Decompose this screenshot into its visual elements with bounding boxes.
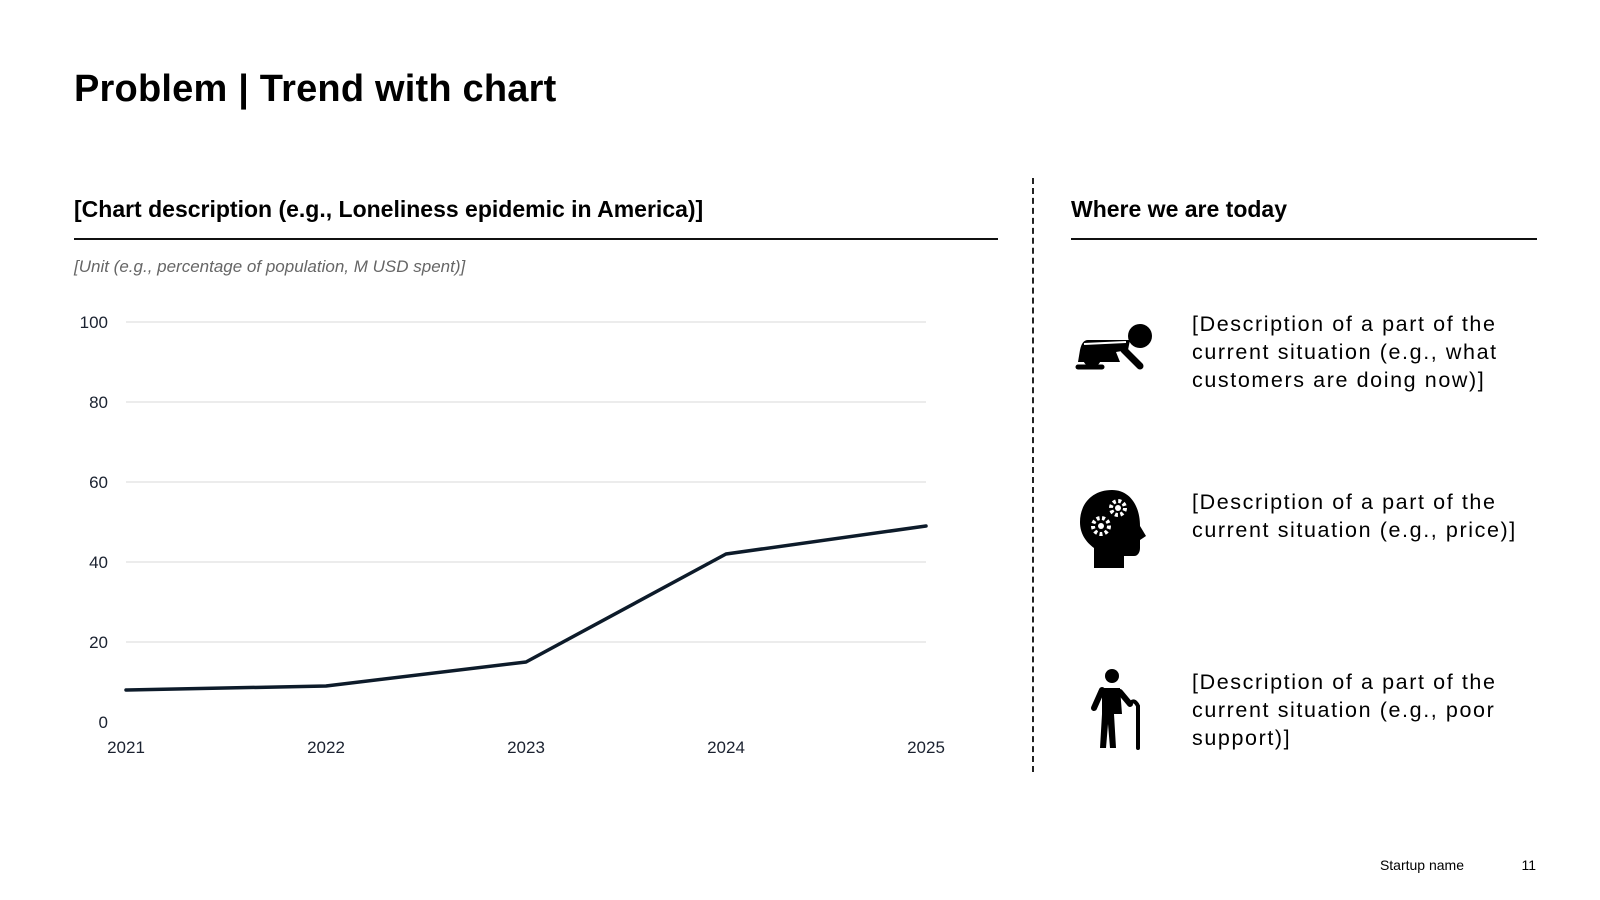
line-chart: 0 20 40 60 80 100 2021 2022 2023 2024 2025 [80,313,945,757]
data-point [924,524,928,528]
page-number: 11 [1521,857,1536,873]
x-tick-label: 2025 [907,738,945,757]
chart-description-title: [Chart description (e.g., Loneliness epi… [74,196,704,222]
head-gears-icon [1068,488,1156,576]
situation-description: [Description of a part of the current si… [1192,312,1498,392]
data-point [124,688,128,692]
situation-description: [Description of a part of the current si… [1192,670,1497,750]
slide-title: Problem | Trend with chart [74,68,557,110]
series-line [124,524,928,692]
footer-startup-name: Startup name [1379,857,1464,873]
today-title-underline [1071,238,1537,240]
x-tick-label: 2022 [307,738,345,757]
situation-item: [Description of a part of the current si… [1068,310,1538,410]
data-point [324,684,328,688]
y-tick-label: 80 [89,393,108,412]
x-tick-label: 2023 [507,738,545,757]
today-section-title: Where we are today [1071,196,1288,222]
elderly-person-cane-icon [1068,668,1156,756]
chart-unit-label: [Unit (e.g., percentage of population, M… [74,257,466,276]
situation-item: [Description of a part of the current si… [1068,488,1538,588]
y-tick-label: 20 [89,633,108,652]
crawling-baby-icon [1068,310,1156,398]
situation-item: [Description of a part of the current si… [1068,668,1538,768]
x-tick-label: 2024 [707,738,745,757]
situation-description: [Description of a part of the current si… [1192,490,1517,542]
data-point [524,660,528,664]
y-tick-label: 0 [99,713,108,732]
y-tick-label: 60 [89,473,108,492]
section-divider [1032,178,1034,772]
y-tick-label: 40 [89,553,108,572]
y-tick-label: 100 [80,313,108,332]
x-tick-label: 2021 [107,738,145,757]
chart-title-underline [74,238,998,240]
data-point [724,552,728,556]
